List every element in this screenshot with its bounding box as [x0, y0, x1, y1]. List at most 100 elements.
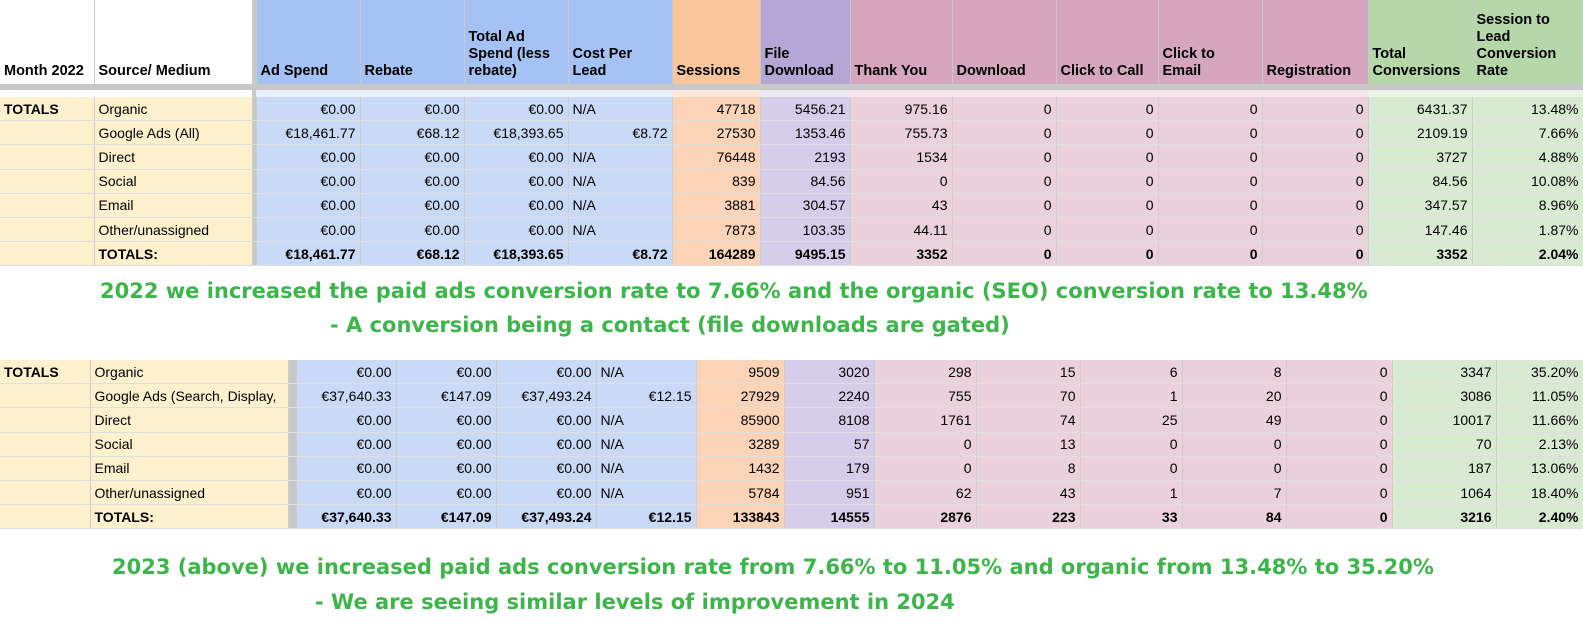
click-to-email-cell[interactable]: 0	[1182, 432, 1287, 457]
header-file-download[interactable]: File Download	[760, 0, 851, 84]
click-to-email-cell[interactable]: 49	[1182, 407, 1287, 433]
thank-you-cell[interactable]: 44.11	[850, 217, 953, 243]
cost-per-lead-cell[interactable]: €12.15	[596, 383, 697, 409]
file-download-cell[interactable]: 951	[784, 480, 875, 506]
file-download-cell[interactable]: 179	[784, 456, 875, 481]
month-cell[interactable]	[0, 241, 95, 267]
section-label[interactable]: TOTALS	[0, 360, 91, 385]
header-thank-you[interactable]: Thank You	[850, 0, 953, 84]
header-download[interactable]: Download	[952, 0, 1057, 84]
header-ad-spend[interactable]: Ad Spend	[256, 0, 361, 84]
thank-you-cell[interactable]: 0	[874, 432, 977, 457]
click-to-email-cell[interactable]: 8	[1182, 360, 1287, 385]
download-cell[interactable]: 74	[976, 407, 1081, 433]
source-medium-cell[interactable]: Social	[90, 432, 289, 457]
click-to-email-cell[interactable]: 0	[1158, 97, 1263, 122]
download-cell[interactable]: 0	[952, 241, 1057, 267]
source-medium-cell[interactable]: Google Ads (All)	[94, 120, 253, 146]
click-to-email-cell[interactable]: 0	[1158, 169, 1263, 194]
sessions-cell[interactable]: 27929	[696, 383, 785, 409]
total-conversions-cell[interactable]: 6431.37	[1368, 97, 1473, 122]
file-download-cell[interactable]: 9495.15	[760, 241, 851, 267]
download-cell[interactable]: 43	[976, 480, 1081, 506]
source-medium-cell[interactable]: Google Ads (Search, Display,	[90, 383, 289, 409]
month-cell[interactable]	[0, 456, 91, 481]
source-medium-cell[interactable]: Email	[94, 193, 253, 218]
registration-cell[interactable]: 0	[1286, 383, 1393, 409]
download-cell[interactable]: 0	[952, 97, 1057, 122]
total-conversions-cell[interactable]: 347.57	[1368, 193, 1473, 218]
conversion-rate-cell[interactable]: 2.04%	[1472, 241, 1583, 267]
sessions-cell[interactable]: 85900	[696, 407, 785, 433]
thank-you-cell[interactable]: 0	[874, 456, 977, 481]
thank-you-cell[interactable]: 1534	[850, 144, 953, 170]
header-click-to-call[interactable]: Click to Call	[1056, 0, 1159, 84]
click-to-email-cell[interactable]: 0	[1158, 241, 1263, 267]
file-download-cell[interactable]: 2240	[784, 383, 875, 409]
header-session-to-lead-rate[interactable]: Session to Lead Conversion Rate	[1472, 0, 1583, 84]
source-medium-cell[interactable]: Organic	[94, 97, 253, 122]
file-download-cell[interactable]: 2193	[760, 144, 851, 170]
thank-you-cell[interactable]: 2876	[874, 504, 977, 530]
cost-per-lead-cell[interactable]: N/A	[568, 217, 673, 243]
source-medium-cell[interactable]: Other/unassigned	[90, 480, 289, 506]
thank-you-cell[interactable]: 755	[874, 383, 977, 409]
conversion-rate-cell[interactable]: 4.88%	[1472, 144, 1583, 170]
thank-you-cell[interactable]: 1761	[874, 407, 977, 433]
thank-you-cell[interactable]: 298	[874, 360, 977, 385]
total-ad-spend-cell[interactable]: €37,493.24	[496, 383, 597, 409]
header-total-conversions[interactable]: Total Conversions	[1368, 0, 1473, 84]
ad-spend-cell[interactable]: €0.00	[296, 456, 397, 481]
conversion-rate-cell[interactable]: 11.05%	[1496, 383, 1583, 409]
sessions-cell[interactable]: 3881	[672, 193, 761, 218]
conversion-rate-cell[interactable]: 7.66%	[1472, 120, 1583, 146]
rebate-cell[interactable]: €68.12	[360, 241, 465, 267]
total-conversions-cell[interactable]: 187	[1392, 456, 1497, 481]
source-medium-cell[interactable]: Email	[90, 456, 289, 481]
header-month[interactable]: Month 2022	[0, 0, 95, 84]
total-ad-spend-cell[interactable]: €37,493.24	[496, 504, 597, 530]
conversion-rate-cell[interactable]: 2.13%	[1496, 432, 1583, 457]
registration-cell[interactable]: 0	[1262, 97, 1369, 122]
download-cell[interactable]: 0	[952, 193, 1057, 218]
total-ad-spend-cell[interactable]: €0.00	[464, 97, 569, 122]
sessions-cell[interactable]: 47718	[672, 97, 761, 122]
cost-per-lead-cell[interactable]: N/A	[596, 456, 697, 481]
source-medium-cell[interactable]: Direct	[94, 144, 253, 170]
total-conversions-cell[interactable]: 70	[1392, 432, 1497, 457]
ad-spend-cell[interactable]: €37,640.33	[296, 504, 397, 530]
total-conversions-cell[interactable]: 3216	[1392, 504, 1497, 530]
month-cell[interactable]	[0, 217, 95, 243]
conversion-rate-cell[interactable]: 13.06%	[1496, 456, 1583, 481]
click-to-call-cell[interactable]: 33	[1080, 504, 1183, 530]
registration-cell[interactable]: 0	[1286, 432, 1393, 457]
conversion-rate-cell[interactable]: 11.66%	[1496, 407, 1583, 433]
conversion-rate-cell[interactable]: 13.48%	[1472, 97, 1583, 122]
registration-cell[interactable]: 0	[1286, 360, 1393, 385]
totals-label[interactable]: TOTALS:	[90, 504, 289, 530]
rebate-cell[interactable]: €0.00	[396, 432, 497, 457]
header-registration[interactable]: Registration	[1262, 0, 1369, 84]
click-to-call-cell[interactable]: 0	[1056, 193, 1159, 218]
click-to-email-cell[interactable]: 0	[1158, 120, 1263, 146]
conversion-rate-cell[interactable]: 2.40%	[1496, 504, 1583, 530]
cost-per-lead-cell[interactable]: N/A	[596, 360, 697, 385]
download-cell[interactable]: 13	[976, 432, 1081, 457]
click-to-call-cell[interactable]: 0	[1056, 217, 1159, 243]
month-cell[interactable]	[0, 169, 95, 194]
rebate-cell[interactable]: €0.00	[360, 217, 465, 243]
ad-spend-cell[interactable]: €0.00	[256, 217, 361, 243]
month-cell[interactable]	[0, 383, 91, 409]
file-download-cell[interactable]: 8108	[784, 407, 875, 433]
click-to-call-cell[interactable]: 1	[1080, 480, 1183, 506]
cost-per-lead-cell[interactable]: €8.72	[568, 241, 673, 267]
thank-you-cell[interactable]: 3352	[850, 241, 953, 267]
conversion-rate-cell[interactable]: 35.20%	[1496, 360, 1583, 385]
cost-per-lead-cell[interactable]: N/A	[596, 480, 697, 506]
sessions-cell[interactable]: 1432	[696, 456, 785, 481]
cost-per-lead-cell[interactable]: N/A	[568, 97, 673, 122]
click-to-call-cell[interactable]: 0	[1056, 144, 1159, 170]
click-to-call-cell[interactable]: 6	[1080, 360, 1183, 385]
header-total-ad-spend[interactable]: Total Ad Spend (less rebate)	[464, 0, 569, 84]
header-source-medium[interactable]: Source/ Medium	[94, 0, 253, 84]
